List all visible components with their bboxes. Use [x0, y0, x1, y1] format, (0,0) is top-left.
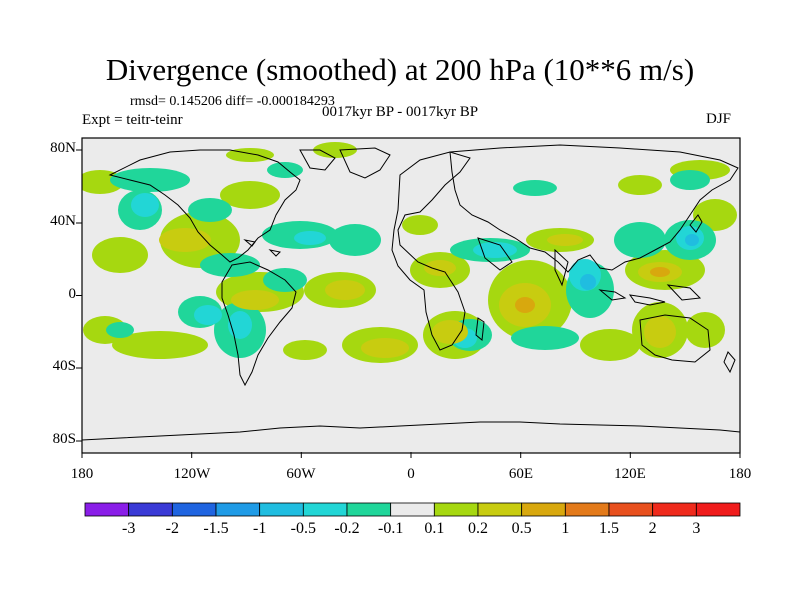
colorbar-swatch [215, 502, 261, 517]
colorbar-label: 0.1 [424, 520, 445, 537]
lon-label-120w: 120W [173, 466, 211, 482]
lon-label-180e: 180 [728, 466, 752, 482]
lon-label-0: 0 [407, 466, 415, 482]
colorbar-swatch [477, 502, 523, 517]
rmsd-diff-stats: rmsd= 0.145206 diff= -0.000184293 [130, 94, 335, 109]
colorbar-label: -2 [165, 520, 179, 537]
colorbar-swatch [128, 502, 173, 517]
anomaly-fields [82, 142, 737, 363]
colorbar-swatch [84, 502, 130, 517]
colorbar-swatch [608, 502, 654, 517]
colorbar-swatch [433, 502, 479, 517]
colorbar-label: -3 [121, 520, 136, 537]
lat-label-0: 0 [68, 286, 77, 302]
colorbar-swatch [564, 502, 610, 517]
period-label: 0017kyr BP - 0017kyr BP [322, 104, 479, 120]
lon-label-180w: 180 [70, 466, 94, 482]
colorbar-label: 1.5 [599, 520, 619, 537]
lon-label-60w: 60W [286, 466, 316, 482]
colorbar-swatch [695, 502, 741, 517]
coastlines [82, 144, 740, 441]
lon-label-120e: 120E [614, 466, 646, 482]
map-title: Divergence (smoothed) at 200 hPa (10**6 … [105, 52, 695, 87]
lat-label-40s: 40S [52, 358, 76, 374]
colorbar-swatch [259, 502, 304, 517]
experiment-label: Expt = teitr-teinr [82, 112, 183, 128]
lat-label-80s: 80S [52, 431, 76, 447]
axis-ticks [76, 149, 741, 458]
colorbar-swatch [302, 502, 348, 517]
colorbar-swatch [346, 502, 392, 517]
colorbar [84, 502, 741, 517]
lat-label-40n: 40N [50, 213, 76, 229]
colorbar-swatch [521, 502, 566, 517]
colorbar-label: -1.5 [203, 520, 229, 537]
colorbar-label: 3 [692, 520, 701, 537]
colorbar-label: -0.5 [290, 520, 316, 537]
lat-label-80n: 80N [50, 140, 76, 156]
lon-label-60e: 60E [508, 466, 534, 482]
season-label: DJF [706, 111, 732, 127]
colorbar-label: -0.1 [377, 520, 404, 537]
colorbar-label: 1 [561, 520, 570, 537]
colorbar-swatch [171, 502, 217, 517]
colorbar-label: 0.2 [468, 520, 488, 537]
colorbar-label: 2 [648, 520, 657, 537]
colorbar-label: -0.2 [334, 520, 360, 537]
colorbar-label: 0.5 [511, 520, 532, 537]
colorbar-label: -1 [252, 520, 267, 537]
colorbar-swatch [652, 502, 697, 517]
colorbar-swatch [390, 502, 435, 517]
